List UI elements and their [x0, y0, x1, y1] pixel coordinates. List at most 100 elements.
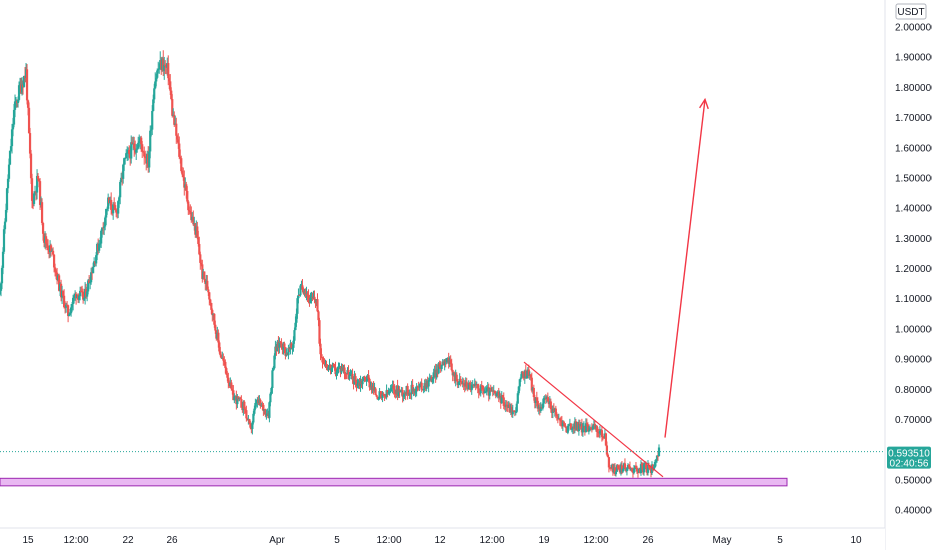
candle — [163, 56, 166, 80]
candle — [278, 337, 281, 354]
time-axis[interactable] — [0, 528, 885, 550]
candle — [304, 288, 307, 298]
candle — [596, 427, 600, 438]
candle — [208, 292, 211, 306]
candle — [634, 462, 638, 469]
time-tick-label: 15 — [22, 535, 34, 546]
candlestick-series — [0, 50, 661, 478]
candle — [0, 281, 3, 297]
candle — [639, 460, 643, 476]
candle — [483, 387, 486, 394]
candle — [186, 186, 189, 204]
candle — [133, 136, 136, 157]
candle — [536, 397, 539, 412]
currency-badge-box — [895, 3, 927, 20]
candle — [0, 265, 4, 290]
last-price-badge: 0.593510 02:40:56 — [887, 446, 931, 470]
candle — [265, 409, 268, 420]
candle — [415, 383, 418, 397]
candle — [389, 384, 392, 394]
time-tick-label: 12:00 — [63, 535, 88, 546]
candle — [142, 150, 145, 153]
drawings-layer — [523, 97, 709, 478]
time-tick-label: 19 — [538, 535, 550, 546]
candle — [598, 425, 602, 439]
candle — [457, 381, 460, 388]
candle — [381, 391, 384, 403]
time-tick-label: 5 — [777, 535, 783, 546]
candle — [83, 297, 86, 301]
candle — [287, 344, 290, 360]
candle — [401, 387, 404, 403]
candle — [604, 432, 608, 447]
candle — [243, 400, 246, 414]
candle — [617, 465, 621, 470]
candle — [149, 125, 152, 159]
candle — [348, 372, 351, 381]
candle — [654, 458, 658, 467]
candle — [390, 384, 393, 392]
candle — [383, 394, 386, 401]
time-tick-label: 26 — [166, 535, 178, 546]
candle — [246, 417, 249, 421]
candle — [254, 398, 257, 411]
candle — [386, 389, 389, 398]
candle — [67, 304, 70, 323]
candle — [98, 240, 101, 253]
descending-trendline[interactable] — [523, 361, 664, 478]
candle — [546, 392, 549, 402]
candle — [119, 180, 122, 205]
candle — [485, 385, 488, 396]
projection-arrow[interactable] — [664, 99, 706, 438]
candle — [374, 387, 377, 396]
time-tick-label: 22 — [122, 535, 134, 546]
candle — [13, 94, 17, 118]
candle — [513, 410, 516, 417]
candle — [102, 222, 105, 235]
candle — [141, 141, 144, 158]
candle — [465, 377, 468, 390]
candle — [343, 364, 346, 380]
candle — [118, 195, 121, 208]
candle — [527, 364, 530, 379]
candle — [114, 202, 117, 211]
candle — [88, 274, 91, 284]
candle — [104, 215, 107, 231]
candle — [143, 146, 146, 165]
candle — [567, 423, 570, 431]
time-axis-labels: 15 12:00 22 26 Apr 5 12:00 12 12:00 19 12:00 26 May 5… — [22, 535, 862, 546]
candle — [467, 380, 470, 390]
candle — [62, 289, 66, 309]
candle — [623, 458, 627, 470]
support-zone[interactable] — [0, 477, 788, 487]
candle — [124, 157, 127, 165]
candle — [450, 358, 453, 372]
last-price-value: 0.593510 — [888, 449, 930, 460]
candle — [345, 372, 348, 380]
candle — [28, 127, 32, 159]
candle — [125, 149, 128, 159]
candle — [27, 102, 31, 134]
candle — [517, 385, 520, 396]
candle — [320, 348, 323, 359]
candle — [657, 444, 661, 457]
price-tick-label: 1.400000 — [895, 204, 932, 215]
candle — [393, 384, 396, 398]
candle — [259, 398, 262, 409]
candle — [101, 227, 104, 238]
candle — [25, 64, 29, 105]
candle — [162, 50, 165, 77]
candle — [427, 377, 430, 393]
candle — [558, 417, 561, 426]
currency-badge[interactable]: USDT — [895, 3, 927, 20]
candle — [90, 267, 93, 285]
time-tick-label: 5 — [334, 535, 340, 546]
candle — [630, 467, 634, 473]
